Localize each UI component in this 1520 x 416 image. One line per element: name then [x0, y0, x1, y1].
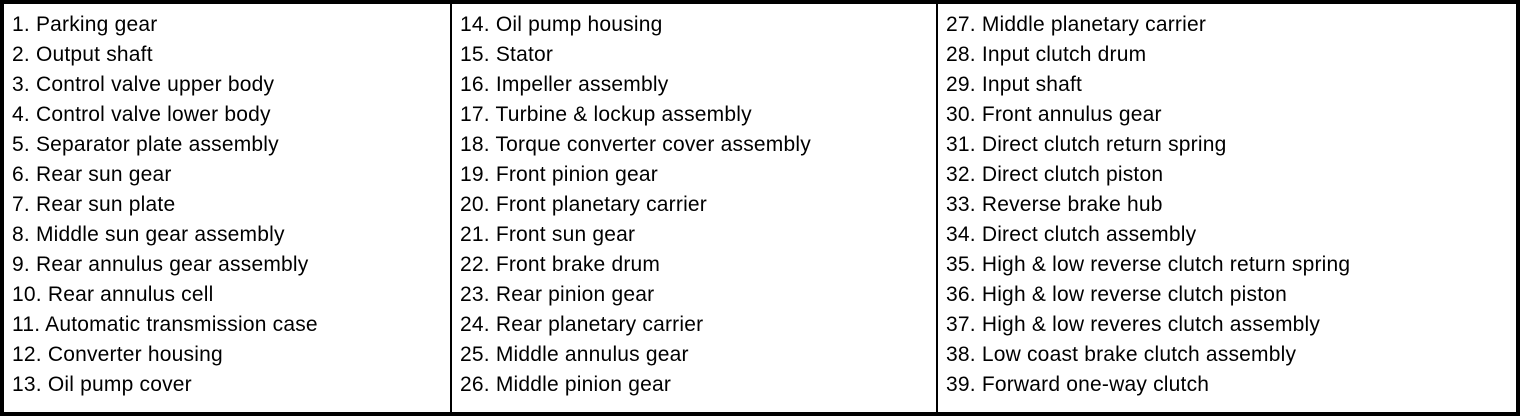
- legend-item: 33. Reverse brake hub: [946, 193, 1163, 216]
- legend-item: 12. Converter housing: [12, 343, 223, 366]
- legend-item: 28. Input clutch drum: [946, 43, 1147, 66]
- legend-item: 27. Middle planetary carrier: [946, 13, 1207, 36]
- legend-item: 5. Separator plate assembly: [12, 133, 279, 156]
- legend-column-1: 1. Parking gear 2. Output shaft 3. Control…: [4, 4, 452, 412]
- legend-item: 18. Torque converter cover assembly: [460, 133, 811, 156]
- legend-item: 30. Front annulus gear: [946, 103, 1162, 126]
- legend-item: 8. Middle sun gear assembly: [12, 223, 285, 246]
- legend-item: 2. Output shaft: [12, 43, 153, 66]
- legend-item: 3. Control valve upper body: [12, 73, 275, 96]
- legend-item: 10. Rear annulus cell: [12, 283, 214, 306]
- legend-item: 32. Direct clutch piston: [946, 163, 1164, 186]
- legend-item: 39. Forward one-way clutch: [946, 373, 1210, 396]
- legend-column-3: 27. Middle planetary carrier 28. Input cl…: [938, 4, 1516, 412]
- legend-item: 20. Front planetary carrier: [460, 193, 708, 216]
- legend-item: 15. Stator: [460, 43, 554, 66]
- legend-item: 1. Parking gear: [12, 13, 158, 36]
- legend-item: 4. Control valve lower body: [12, 103, 271, 126]
- legend-item: 37. High & low reveres clutch assembly: [946, 313, 1321, 336]
- legend-item: 7. Rear sun plate: [12, 193, 176, 216]
- legend-item: 35. High & low reverse clutch return spr…: [946, 253, 1351, 276]
- legend-item: 6. Rear sun gear: [12, 163, 172, 186]
- legend-item: 29. Input shaft: [946, 73, 1083, 96]
- legend-item: 31. Direct clutch return spring: [946, 133, 1227, 156]
- legend-item: 22. Front brake drum: [460, 253, 661, 276]
- legend-item: 14. Oil pump housing: [460, 13, 663, 36]
- legend-item: 16. Impeller assembly: [460, 73, 669, 96]
- legend-item: 25. Middle annulus gear: [460, 343, 689, 366]
- legend-item: 23. Rear pinion gear: [460, 283, 655, 306]
- legend-item: 21. Front sun gear: [460, 223, 636, 246]
- legend-item: 26. Middle pinion gear: [460, 373, 672, 396]
- legend-item: 13. Oil pump cover: [12, 373, 192, 396]
- legend-item: 9. Rear annulus gear assembly: [12, 253, 309, 276]
- legend-item: 38. Low coast brake clutch assembly: [946, 343, 1297, 366]
- legend-item: 17. Turbine & lockup assembly: [460, 103, 752, 126]
- legend-item: 11. Automatic transmission case: [12, 313, 318, 336]
- legend-column-2: 14. Oil pump housing 15. Stator 16. Impell…: [452, 4, 938, 412]
- legend-item: 36. High & low reverse clutch piston: [946, 283, 1288, 306]
- legend-item: 34. Direct clutch assembly: [946, 223, 1197, 246]
- legend-item: 19. Front pinion gear: [460, 163, 658, 186]
- legend-item: 24. Rear planetary carrier: [460, 313, 704, 336]
